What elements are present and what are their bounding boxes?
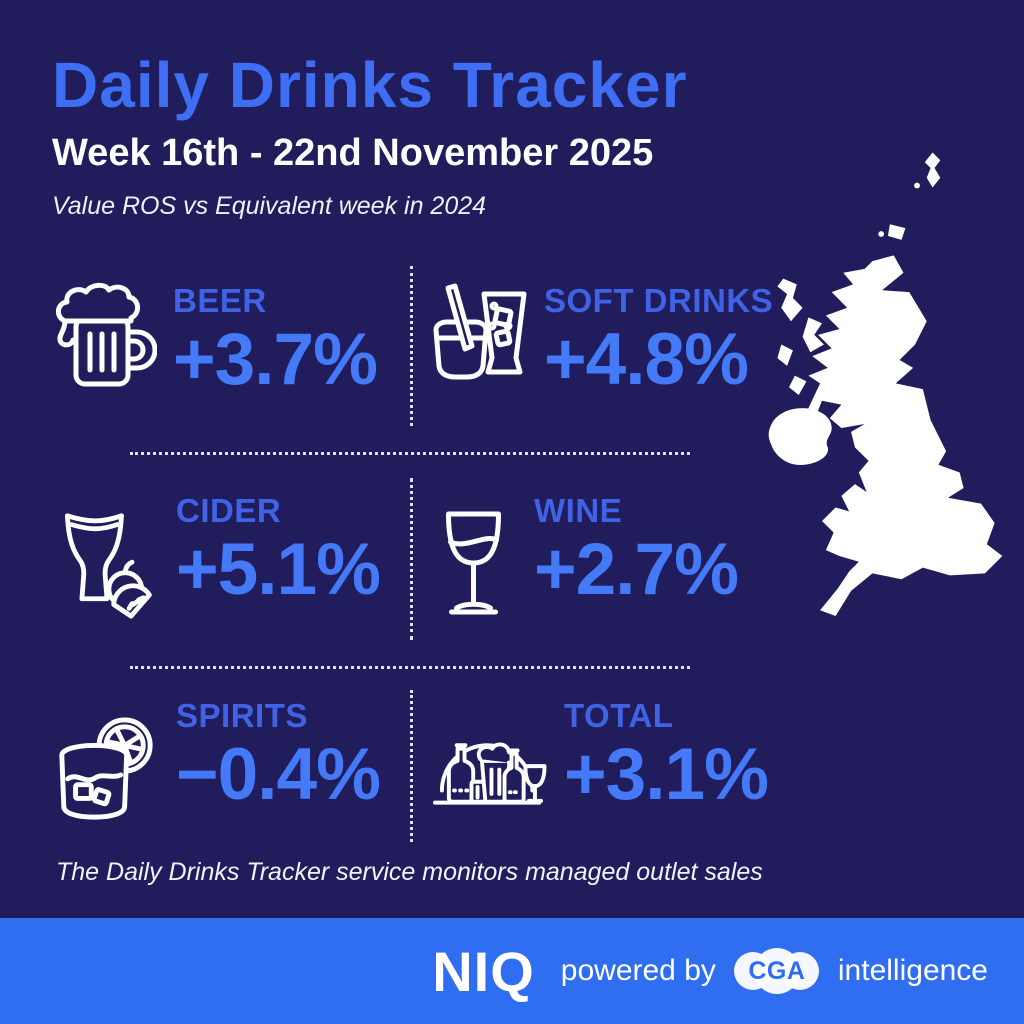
- uk-map: [768, 152, 1003, 617]
- stat-label: CIDER: [176, 492, 282, 529]
- stat-value: +4.8%: [544, 319, 749, 400]
- stat-value: +3.7%: [173, 319, 378, 400]
- cga-logo-text: CGA: [748, 956, 806, 985]
- stat-label: SPIRITS: [176, 697, 308, 734]
- wine-glass-icon: [430, 506, 518, 628]
- stat-cell-total: TOTAL +3.1%: [428, 695, 769, 816]
- bar-drinks-arch-icon: [428, 711, 548, 816]
- vertical-dotted-divider: [410, 478, 413, 640]
- intelligence-text: intelligence: [837, 954, 988, 987]
- spirits-rocks-glass-icon: [52, 711, 160, 829]
- vertical-dotted-divider: [410, 266, 413, 426]
- vertical-dotted-divider: [410, 690, 413, 842]
- stat-cell-wine: WINE +2.7%: [430, 490, 739, 628]
- soft-drink-glasses-icon: [428, 280, 528, 398]
- stat-value: +2.7%: [534, 529, 739, 610]
- stat-value: −0.4%: [176, 734, 381, 815]
- stat-value: +5.1%: [176, 529, 381, 610]
- stat-cell-spirits: SPIRITS −0.4%: [52, 695, 381, 829]
- measure-note: Value ROS vs Equivalent week in 2024: [52, 192, 487, 220]
- horizontal-dotted-divider: [130, 666, 690, 669]
- stat-label: TOTAL: [564, 697, 674, 734]
- stat-label: SOFT DRINKS: [544, 282, 774, 319]
- page-title: Daily Drinks Tracker: [52, 49, 688, 121]
- cga-logo-bubble: [780, 952, 819, 990]
- powered-by-text: powered by: [560, 954, 716, 987]
- service-footnote: The Daily Drinks Tracker service monitor…: [56, 858, 763, 886]
- footer-brand-bar: NIQ powered by CGA intelligence: [0, 918, 1024, 1024]
- stat-value: +3.1%: [564, 734, 769, 815]
- cider-glass-apple-icon: [52, 506, 160, 624]
- beer-mug-icon: [52, 280, 157, 398]
- stat-label: BEER: [173, 282, 267, 319]
- niq-logo: NIQ: [432, 939, 535, 1003]
- horizontal-dotted-divider: [130, 452, 690, 455]
- cga-logo: CGA: [733, 948, 820, 994]
- stat-cell-cider: CIDER +5.1%: [52, 490, 381, 624]
- stat-cell-beer: BEER +3.7%: [52, 280, 378, 400]
- week-range-subtitle: Week 16th - 22nd November 2025: [52, 132, 654, 174]
- stat-label: WINE: [534, 492, 623, 529]
- stat-cell-soft-drinks: SOFT DRINKS +4.8%: [428, 280, 773, 398]
